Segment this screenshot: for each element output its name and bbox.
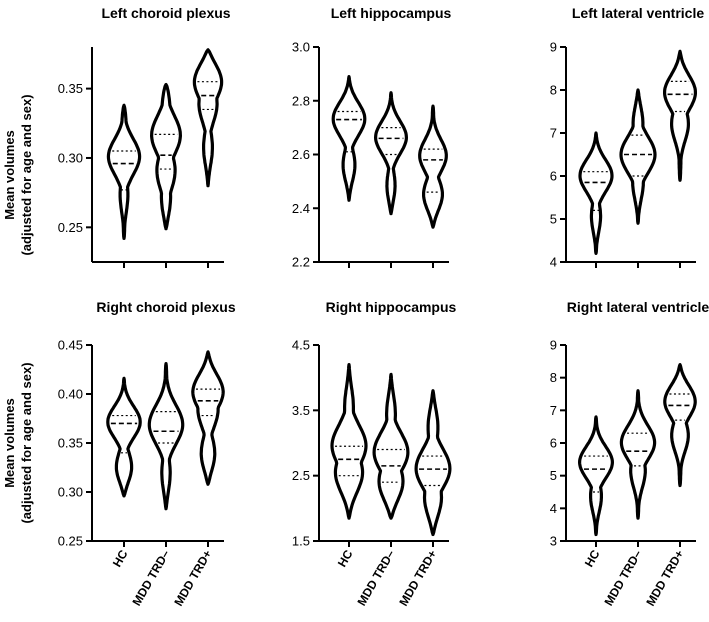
violin-1 [578, 131, 614, 255]
violin-2 [619, 389, 657, 520]
panel-1: Left choroid plexus 0.25 0.30 0.35 [58, 5, 231, 268]
y-axis-label-bottom-line1: Mean volumes [2, 398, 17, 488]
y-tick-label: 9 [550, 40, 557, 55]
y-tick-label: 8 [550, 370, 557, 385]
y-axis-label-bottom-line2: (adjusted for age and sex) [19, 362, 34, 523]
panel-title: Right hippocampus [326, 299, 457, 315]
y-tick-label: 2.2 [292, 255, 310, 270]
y-tick-label: 2.6 [292, 147, 310, 162]
x-category-label: MDD TRD– [129, 547, 172, 608]
y-tick-label: 3 [550, 534, 557, 549]
y-tick-label: 0.35 [58, 436, 83, 451]
y-tick-label: 0.25 [58, 534, 83, 549]
y-tick-label: 7 [550, 126, 557, 141]
y-tick-label: 0.30 [58, 150, 83, 165]
y-tick-label: 6 [550, 169, 557, 184]
y-axis-label-top-line1: Mean volumes [2, 130, 17, 220]
violin-3 [191, 350, 225, 486]
panel-title: Left hippocampus [331, 5, 452, 21]
violin-2 [374, 91, 408, 216]
x-category-label: HC [335, 547, 356, 569]
violin-3 [418, 104, 448, 229]
y-tick-label: 1.5 [292, 534, 310, 549]
y-tick-label: 5 [550, 468, 557, 483]
x-category-label: MDD TRD+ [171, 548, 214, 609]
violin-2 [619, 88, 657, 225]
y-tick-label: 0.25 [58, 220, 83, 235]
y-tick-label: 2.4 [292, 201, 310, 216]
y-tick-label: 3.5 [292, 403, 310, 418]
y-tick-label: 3.0 [292, 40, 310, 55]
panel-title: Left lateral ventricle [572, 5, 704, 21]
y-tick-label: 8 [550, 83, 557, 98]
violin-3 [414, 389, 452, 537]
y-tick-label: 0.30 [58, 485, 83, 500]
violin-2 [372, 372, 410, 520]
y-tick-label: 4.5 [292, 338, 310, 353]
violin-2 [150, 82, 182, 231]
x-category-label: MDD TRD– [601, 547, 644, 608]
violin-3 [663, 363, 697, 488]
violin-1 [578, 415, 614, 537]
y-tick-label: 4 [550, 501, 557, 516]
x-category-label: MDD TRD+ [396, 548, 439, 609]
y-tick-label: 6 [550, 436, 557, 451]
panel-title: Left choroid plexus [101, 5, 230, 21]
violin-1 [331, 75, 367, 202]
y-tick-label: 2.5 [292, 468, 310, 483]
panel-2: Left hippocampus 2.2 2.4 2.6 2.8 3.0 [292, 5, 452, 270]
y-tick-label: 9 [550, 338, 557, 353]
y-tick-label: 0.40 [58, 387, 83, 402]
y-tick-label: 7 [550, 403, 557, 418]
x-category-label: MDD TRD+ [643, 548, 686, 609]
violin-2 [147, 362, 185, 511]
x-category-label: HC [582, 547, 603, 569]
violin-3 [663, 49, 697, 182]
violin-1 [106, 376, 142, 498]
panel-3: Left lateral ventricle 4 5 6 7 8 9 [550, 5, 705, 270]
panel-4: Right choroid plexus 0.25 0.30 0.35 0.40 0.45… [58, 299, 236, 608]
y-tick-label: 0.35 [58, 81, 83, 96]
x-category-label: MDD TRD– [354, 547, 397, 608]
violin-1 [106, 103, 142, 241]
violin-3 [192, 48, 224, 188]
y-tick-label: 4 [550, 255, 557, 270]
panel-title: Right lateral ventricle [567, 299, 709, 315]
y-tick-label: 2.8 [292, 93, 310, 108]
x-category-label: HC [110, 547, 131, 569]
y-tick-label: 5 [550, 212, 557, 227]
y-tick-label: 0.45 [58, 338, 83, 353]
panel-title: Right choroid plexus [96, 299, 235, 315]
y-axis-label-top-line2: (adjusted for age and sex) [19, 94, 34, 255]
violin-1 [330, 363, 368, 520]
